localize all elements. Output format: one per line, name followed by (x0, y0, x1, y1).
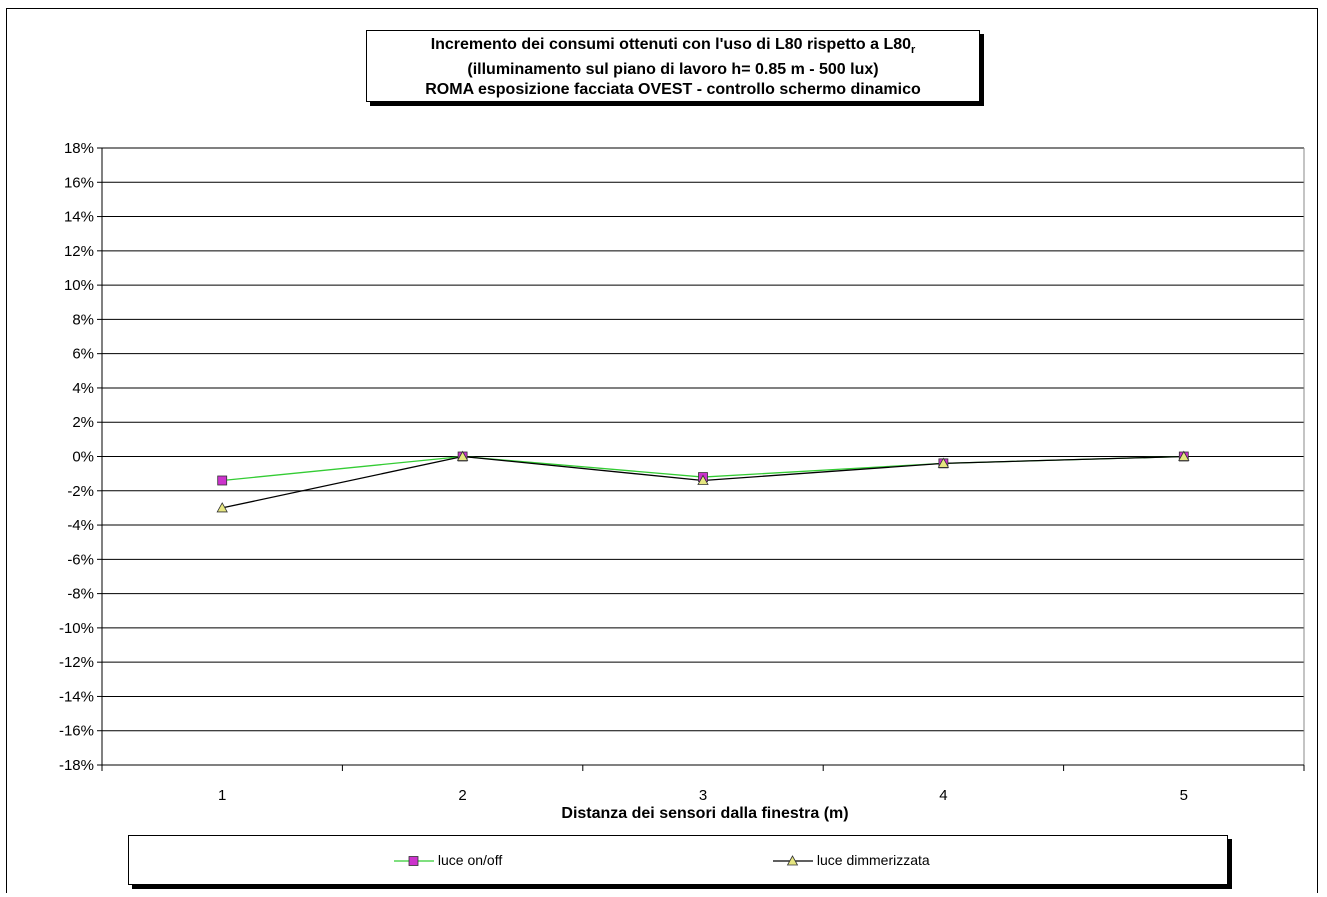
data-point-triangle (456, 450, 469, 461)
y-tick-label: 0% (72, 449, 94, 466)
data-point-triangle (216, 502, 228, 513)
y-tick-label: 12% (64, 243, 94, 260)
y-tick-label: 6% (72, 346, 94, 363)
y-tick-label: -2% (67, 483, 94, 500)
y-tick-label: -12% (59, 654, 94, 671)
y-tick-label: -6% (67, 551, 94, 568)
legend-item-dimmerizzata: luce dimmerizzata (773, 850, 930, 870)
x-tick-label: 5 (1180, 787, 1188, 804)
chart-title-line-1: Incremento dei consumi ottenuti con l'us… (430, 36, 916, 57)
legend-swatch-square-icon (394, 856, 434, 867)
data-point-triangle (697, 474, 709, 485)
data-point-triangle (937, 457, 950, 468)
legend-label-dimmerizzata: luce dimmerizzata (816, 852, 930, 868)
y-tick-label: -16% (59, 723, 94, 740)
x-tick-label: 1 (218, 787, 226, 804)
y-tick-label: 16% (64, 174, 94, 191)
x-axis-title: Distanza dei sensori dalla finestra (m) (561, 805, 848, 822)
gridlines (102, 147, 1304, 766)
y-tick-label: 14% (64, 209, 94, 226)
x-tick-label: 3 (699, 787, 707, 804)
legend-label-on-off: luce on/off (437, 852, 503, 868)
legend: luce on/off luce dimmerizzata (128, 835, 1228, 885)
legend-item-on-off: luce on/off (394, 850, 502, 870)
y-tick-label: 8% (72, 311, 94, 328)
series-layer (216, 450, 1190, 513)
y-tick-label: 4% (72, 380, 94, 397)
y-tick-label: 18% (64, 140, 94, 157)
chart-frame (6, 8, 1318, 893)
data-point-square (217, 475, 228, 486)
x-tick-label: 4 (939, 787, 947, 804)
chart-title-line-2: (illuminamento sul piano di lavoro h= 0.… (467, 61, 879, 79)
y-tick-label: -14% (59, 688, 94, 705)
y-tick-label: -8% (67, 586, 94, 603)
axes: -18% -16% -14% -12% -10% -8% -6% -4% -2% 0% 2% 4% 6%… (59, 140, 1305, 804)
chart-title-box: Incremento dei consumi ottenuti con l'us… (366, 30, 980, 102)
legend-swatch-triangle-icon (773, 855, 813, 866)
y-tick-label: -4% (67, 517, 94, 534)
data-point-triangle (1178, 450, 1190, 461)
y-tick-label: 10% (64, 277, 94, 294)
y-tick-label: -10% (59, 620, 94, 637)
x-tick-label: 2 (458, 787, 466, 804)
chart-title-line-3: ROMA esposizione facciata OVEST - contro… (425, 81, 921, 99)
y-tick-label: 2% (72, 414, 94, 431)
y-tick-label: -18% (59, 757, 94, 774)
